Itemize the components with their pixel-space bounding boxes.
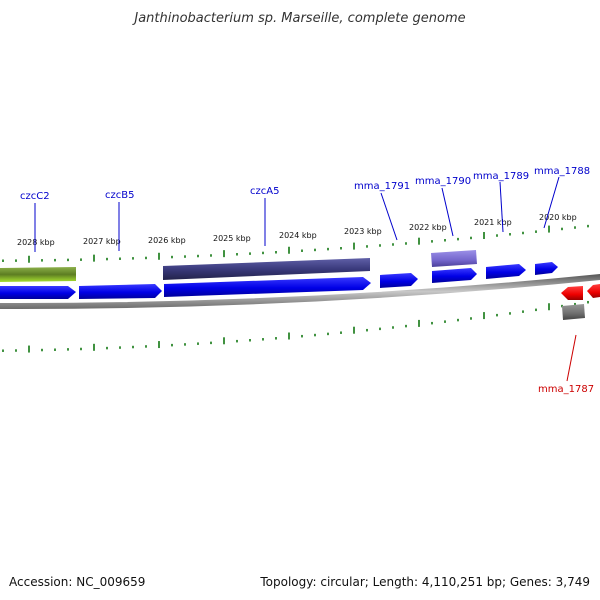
feature-bar-green[interactable]	[0, 267, 76, 282]
gene-label-mma_1791[interactable]: mma_1791	[354, 181, 410, 192]
outer-tick-ring	[2, 224, 589, 263]
gene-arrow-fwd[interactable]	[535, 262, 558, 275]
gene-label-czcA5[interactable]: czcA5	[250, 186, 279, 197]
kbp-label: 2021 kbp	[474, 218, 512, 227]
gene-label-czcB5[interactable]: czcB5	[105, 190, 134, 201]
accession-text: Accession: NC_009659	[9, 575, 146, 589]
kbp-label: 2023 kbp	[344, 227, 382, 236]
gene-leader-lines	[34, 176, 560, 252]
gene-arrow-fwd[interactable]	[486, 264, 526, 279]
gene-label-mma_1788[interactable]: mma_1788	[534, 166, 590, 177]
inner-tick-ring	[2, 300, 589, 353]
genome-backbone	[0, 274, 600, 310]
feature-bar-purple[interactable]	[163, 258, 370, 280]
gene-label-mma_1789[interactable]: mma_1789	[473, 171, 529, 182]
gene-label-czcC2[interactable]: czcC2	[20, 191, 50, 202]
gene-arrow-rev[interactable]	[561, 286, 583, 300]
topology-text: Topology: circular; Length: 4,110,251 bp…	[260, 575, 590, 589]
map-title: Janthinobacterium sp. Marseille, complet…	[134, 11, 466, 26]
kbp-label: 2027 kbp	[83, 237, 121, 246]
feature-bar-lavender[interactable]	[431, 250, 477, 267]
leader-mma_1791	[380, 192, 398, 241]
gene-arrow-fwd[interactable]	[432, 268, 477, 283]
kbp-label: 2028 kbp	[17, 238, 55, 247]
kbp-label: 2026 kbp	[148, 236, 186, 245]
gene-label-mma_1787[interactable]: mma_1787	[538, 384, 594, 395]
kbp-label: 2025 kbp	[213, 234, 251, 243]
gene-arrow-fwd[interactable]	[79, 284, 162, 299]
leader-mma_1789	[499, 181, 504, 233]
gene-label-mma_1790[interactable]: mma_1790	[415, 176, 471, 187]
leader-mma_1787	[566, 334, 577, 382]
kbp-label: 2024 kbp	[279, 231, 317, 240]
kbp-label: 2022 kbp	[409, 223, 447, 232]
gene-arrow-fwd[interactable]	[380, 273, 418, 288]
gene-arrow-fwd[interactable]	[164, 277, 371, 297]
gene-arrow-fwd[interactable]	[0, 286, 76, 299]
feature-bar-grey[interactable]	[562, 304, 585, 320]
gene-arrow-rev[interactable]	[587, 284, 600, 298]
kbp-label: 2020 kbp	[539, 213, 577, 222]
leader-mma_1790	[441, 187, 454, 237]
leader-mma_1788	[543, 176, 560, 229]
